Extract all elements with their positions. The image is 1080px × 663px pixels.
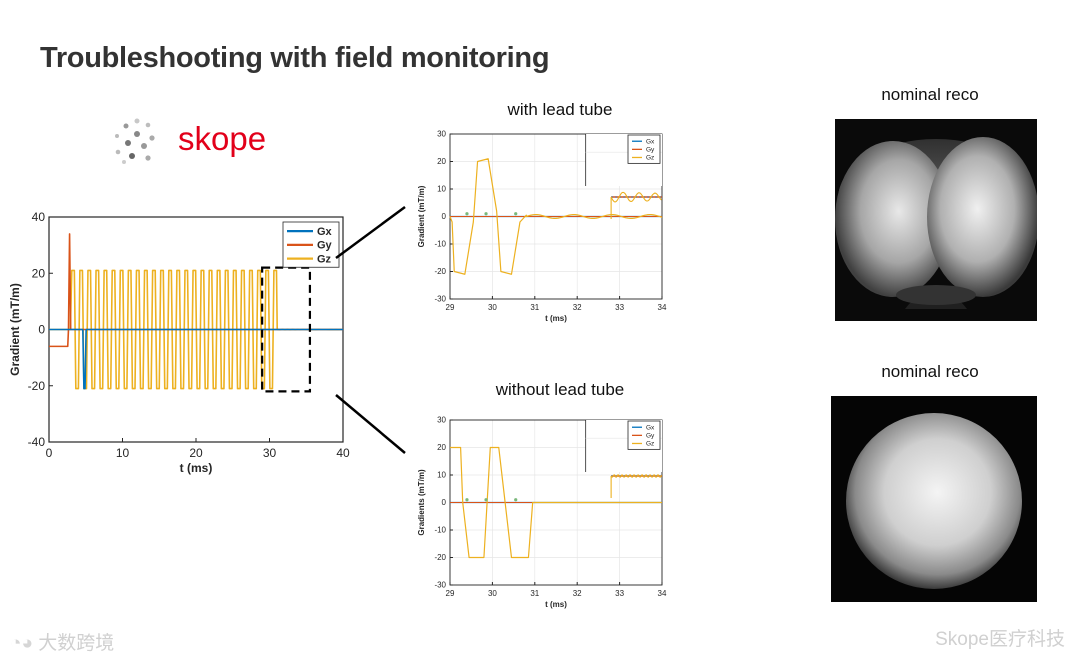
y-tick-label: -30 <box>434 295 446 304</box>
y-axis-label: Gradients (mT/m) <box>417 469 426 536</box>
data-marker <box>465 212 469 216</box>
x-tick-label: 40 <box>336 446 350 460</box>
x-tick-label: 0 <box>46 446 53 460</box>
y-tick-label: -20 <box>434 267 446 276</box>
x-tick-label: 32 <box>573 303 582 312</box>
reco-image-without-lead-tube <box>831 396 1037 602</box>
caption-with-lead-tube: with lead tube <box>507 100 613 119</box>
inset-gz <box>610 474 662 478</box>
slide-title: Troubleshooting with field monitoring <box>40 42 550 74</box>
data-marker <box>514 212 518 216</box>
data-marker <box>484 498 488 502</box>
inset-gz <box>610 191 662 203</box>
y-tick-label: 20 <box>32 266 46 280</box>
y-tick-label: 0 <box>442 498 447 507</box>
legend-label-gy: Gy <box>646 433 655 440</box>
x-tick-label: 33 <box>615 303 624 312</box>
data-marker <box>514 498 518 502</box>
with-lead-tube-chart: 29 30 31 32 33 34 -30 -20 -10 0 10 20 30 t (ms) Gradie… <box>417 130 667 323</box>
y-tick-label: -20 <box>434 553 446 562</box>
x-tick-label: 30 <box>488 303 497 312</box>
series-gx <box>49 328 343 390</box>
data-marker <box>484 212 488 216</box>
caption-reco-bottom: nominal reco <box>881 362 979 381</box>
y-tick-label: 30 <box>437 130 446 139</box>
x-tick-label: 29 <box>446 303 455 312</box>
x-tick-label: 31 <box>530 589 539 598</box>
legend-label-gz: Gz <box>646 441 654 448</box>
y-tick-label: -30 <box>434 581 446 590</box>
y-tick-label: -20 <box>28 379 46 393</box>
x-tick-label: 10 <box>116 446 130 460</box>
x-tick-label: 29 <box>446 589 455 598</box>
y-tick-label: 30 <box>437 416 446 425</box>
y-tick-label: -10 <box>434 526 446 535</box>
watermark-left: ◔◕ 大数跨境 <box>10 633 115 654</box>
y-tick-label: 20 <box>437 443 446 452</box>
data-marker <box>465 498 469 502</box>
caption-reco-top: nominal reco <box>881 85 979 104</box>
y-tick-label: -40 <box>28 435 46 449</box>
watermark-right: Skope医疗科技 <box>935 629 1065 650</box>
caption-without-lead-tube: without lead tube <box>495 380 625 399</box>
series-gz <box>449 158 663 275</box>
x-axis-label: t (ms) <box>180 461 213 475</box>
connector-bottom <box>335 394 406 454</box>
x-tick-label: 34 <box>658 303 667 312</box>
y-tick-label: 0 <box>38 323 45 337</box>
legend-label-gy: Gy <box>646 147 655 154</box>
x-tick-label: 30 <box>488 589 497 598</box>
reco-image-with-lead-tube <box>835 119 1037 321</box>
y-tick-label: 20 <box>437 157 446 166</box>
x-tick-label: 33 <box>615 589 624 598</box>
series-gz <box>450 446 662 559</box>
y-tick-label: 40 <box>32 210 46 224</box>
without-lead-tube-chart: 29 30 31 32 33 34 -30 -20 -10 0 10 20 30 t (ms) Gradie… <box>417 416 667 609</box>
x-tick-label: 20 <box>189 446 203 460</box>
skope-wordmark: skope <box>178 120 267 157</box>
legend-label-gz: Gz <box>317 253 332 265</box>
legend-label-gx: Gx <box>646 424 655 431</box>
x-axis-label: t (ms) <box>545 600 567 609</box>
legend-label-gx: Gx <box>646 138 655 145</box>
legend-label-gx: Gx <box>317 226 333 238</box>
x-tick-label: 34 <box>658 589 667 598</box>
x-tick-label: 31 <box>530 303 539 312</box>
skope-dots-icon <box>115 118 155 164</box>
main-gradient-chart: 0 10 20 30 40 -40 -20 0 20 40 t (ms) Gradient (mT/m… <box>8 210 350 475</box>
zoom-box <box>261 266 312 393</box>
x-tick-label: 32 <box>573 589 582 598</box>
y-tick-label: 10 <box>437 185 446 194</box>
zoom-connector-lines <box>335 205 406 454</box>
y-tick-label: 0 <box>442 212 447 221</box>
y-axis-label: Gradient (mT/m) <box>417 185 426 247</box>
connector-top <box>335 205 406 260</box>
y-tick-label: 10 <box>437 471 446 480</box>
y-axis-label: Gradient (mT/m) <box>8 283 22 376</box>
legend-label-gy: Gy <box>317 240 333 252</box>
skope-logo: skope <box>112 116 282 166</box>
x-axis-label: t (ms) <box>545 314 567 323</box>
y-tick-label: -10 <box>434 240 446 249</box>
watermark-logo-icon: ◔◕ <box>10 633 39 654</box>
legend-label-gz: Gz <box>646 155 654 162</box>
x-tick-label: 30 <box>263 446 277 460</box>
